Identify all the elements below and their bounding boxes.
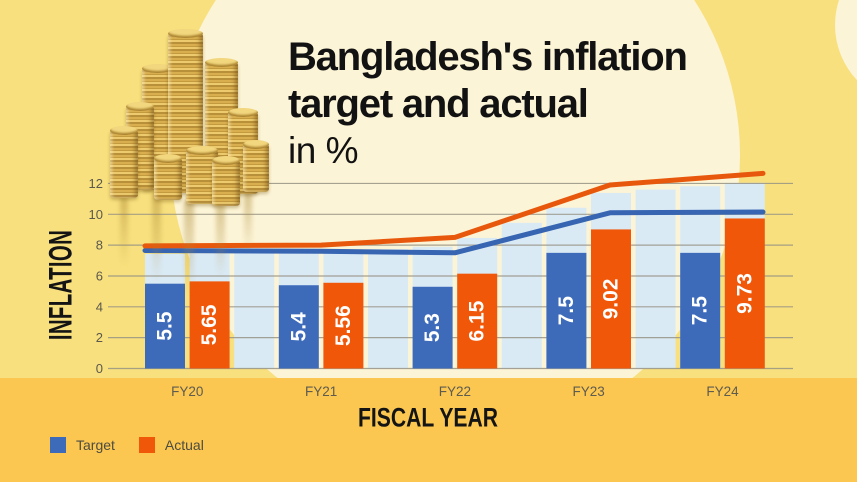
- bar-actual-FY24: [724, 218, 765, 369]
- coin-drip: [244, 192, 252, 252]
- bar-value-label: 5.56: [332, 305, 355, 346]
- legend-item-target: Target: [50, 437, 115, 453]
- title-line-2: target and actual: [288, 82, 589, 126]
- bar-target-FY20: [145, 283, 185, 369]
- y-tick-label: 12: [89, 176, 103, 191]
- coin-drip: [216, 198, 225, 278]
- legend-swatch-target: [50, 437, 66, 453]
- bar-actual-FY22: [457, 273, 498, 369]
- bar-actual-FY21: [323, 282, 364, 369]
- bar-value-label: 7.5: [689, 296, 712, 326]
- y-tick-label: 10: [89, 207, 103, 222]
- title-line-3: in %: [288, 130, 358, 171]
- bar-value-label: 5.5: [154, 311, 177, 341]
- x-tick-label: FY20: [171, 384, 203, 399]
- backdrop-column: [501, 222, 542, 369]
- y-tick-label: 0: [96, 361, 103, 376]
- bar-value-label: 5.65: [198, 304, 221, 345]
- bar-value-label: 9.02: [600, 279, 623, 320]
- bar-value-label: 9.73: [733, 273, 756, 314]
- bar-actual-FY23: [591, 229, 631, 369]
- bar-value-label: 6.15: [466, 300, 489, 341]
- y-tick-label: 8: [96, 238, 103, 253]
- legend-label-target: Target: [76, 437, 115, 453]
- x-axis-title: FISCAL YEAR: [357, 403, 499, 434]
- coin-stack: [154, 154, 182, 200]
- bar-target-FY22: [412, 286, 453, 369]
- backdrop-column: [234, 253, 275, 369]
- title-line-1: Bangladesh's inflation: [288, 35, 688, 79]
- bar-target-FY24: [680, 252, 721, 369]
- bar-actual-FY20: [189, 281, 230, 369]
- bar-value-label: 7.5: [555, 296, 578, 326]
- x-tick-label: FY23: [573, 384, 605, 399]
- legend-label-actual: Actual: [164, 437, 204, 453]
- coin-drip: [152, 192, 161, 282]
- x-tick-label: FY21: [305, 384, 337, 399]
- coin-stack: [212, 156, 240, 206]
- chart-title: Bangladesh's inflation target and actual…: [288, 34, 688, 173]
- coin-drip: [120, 196, 128, 266]
- legend-item-actual: Actual: [138, 437, 204, 453]
- coin-drip: [184, 200, 194, 295]
- y-tick-label: 4: [96, 299, 103, 314]
- bottom-band: [0, 378, 857, 482]
- coin-stack: [110, 126, 138, 198]
- bar-target-FY23: [546, 252, 587, 369]
- trend-line-target: [142, 209, 766, 256]
- bar-value-label: 5.3: [421, 313, 444, 342]
- x-tick-label: FY22: [439, 384, 471, 399]
- trend-line-actual: [142, 170, 766, 249]
- bar-target-FY21: [278, 285, 319, 369]
- bar-value-label: 5.4: [287, 312, 310, 342]
- coin-stack: [243, 140, 269, 192]
- y-tick-label: 6: [96, 268, 103, 283]
- x-tick-label: FY24: [706, 384, 739, 399]
- backdrop-column: [635, 189, 676, 369]
- legend: Target Actual: [50, 437, 204, 453]
- backdrop-column: [368, 249, 408, 369]
- legend-swatch-actual: [138, 437, 155, 453]
- y-axis-title: INFLATION: [43, 229, 80, 341]
- coins-illustration: [0, 0, 300, 300]
- y-tick-label: 2: [96, 330, 103, 345]
